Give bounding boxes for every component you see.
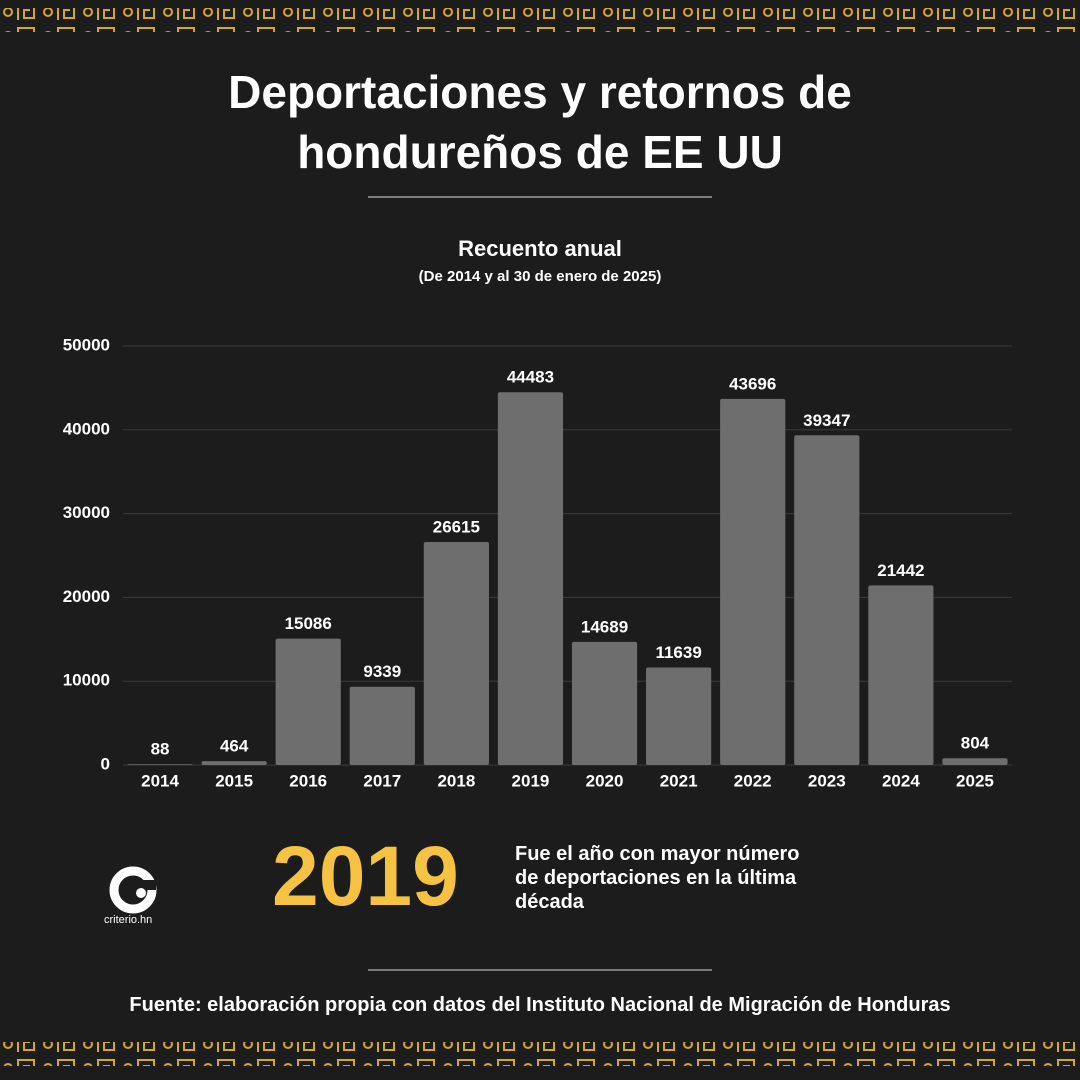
- logo-text: criterio.hn: [104, 914, 153, 926]
- bar: [868, 585, 934, 765]
- value-label: 26615: [433, 517, 480, 536]
- bar: [201, 761, 267, 765]
- y-tick-label: 20000: [63, 587, 110, 606]
- value-label: 88: [151, 740, 170, 759]
- x-tick-label: 2020: [586, 771, 624, 790]
- chart-note: (De 2014 y al 30 de enero de 2025): [418, 268, 662, 285]
- value-label: 15086: [285, 614, 332, 633]
- value-label: 804: [961, 734, 990, 753]
- value-label: 39347: [803, 411, 850, 430]
- bar: [571, 641, 638, 765]
- bar: [942, 758, 1008, 765]
- x-tick-label: 2015: [215, 771, 253, 790]
- y-tick-label: 0: [101, 754, 110, 773]
- x-tick-label: 2025: [956, 771, 994, 790]
- bar: [497, 392, 564, 765]
- x-tick-label: 2021: [660, 771, 698, 790]
- bar: [720, 398, 786, 765]
- logo-mark: [109, 866, 157, 914]
- value-label: 9339: [363, 662, 401, 681]
- value-label: 14689: [581, 617, 628, 636]
- source: Fuente: elaboración propia con datos del…: [129, 994, 951, 1016]
- y-tick-label: 50000: [63, 335, 110, 354]
- border-top: [0, 8, 1080, 32]
- value-label: 464: [220, 737, 249, 756]
- value-label: 21442: [877, 561, 924, 580]
- y-tick-label: 30000: [63, 503, 110, 522]
- x-tick-label: 2023: [808, 771, 846, 790]
- highlight-text: Fue el año con mayor número de deportaci…: [515, 843, 800, 913]
- y-tick-label: 40000: [63, 419, 110, 438]
- x-tick-label: 2017: [363, 771, 401, 790]
- bar: [127, 764, 193, 765]
- value-label: 43696: [729, 374, 776, 393]
- x-tick-label: 2024: [882, 771, 920, 790]
- bar: [349, 686, 415, 765]
- x-tick-label: 2014: [141, 771, 179, 790]
- highlight-year: 2019: [272, 829, 459, 923]
- x-tick-label: 2022: [734, 771, 772, 790]
- value-label: 44483: [507, 368, 554, 387]
- x-tick-label: 2018: [437, 771, 475, 790]
- x-tick-label: 2016: [289, 771, 327, 790]
- y-tick-label: 10000: [63, 671, 110, 690]
- bar: [423, 541, 489, 765]
- chart-subtitle: Recuento anual: [458, 236, 622, 261]
- border-bottom: [0, 1042, 1080, 1066]
- bar: [794, 435, 860, 765]
- bar: [275, 638, 341, 765]
- chart-title: Deportaciones y retornos de hondureños d…: [228, 66, 852, 178]
- bar: [646, 667, 712, 765]
- x-tick-label: 2019: [512, 771, 550, 790]
- value-label: 11639: [655, 643, 701, 662]
